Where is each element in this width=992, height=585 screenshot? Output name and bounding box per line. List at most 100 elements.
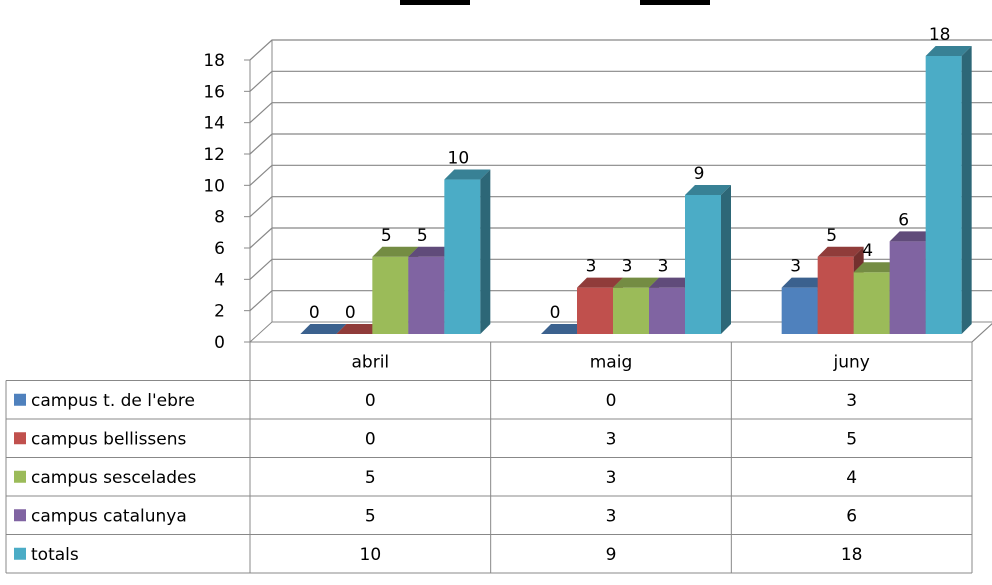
table-cell: 10 (360, 545, 382, 565)
bar-top (408, 246, 455, 257)
gridline (249, 196, 992, 218)
bars (300, 46, 972, 334)
table-cell: 5 (846, 429, 857, 449)
bar-front (408, 256, 445, 334)
bar-front (444, 179, 481, 334)
data-label: 3 (622, 257, 633, 277)
table-cell: 3 (606, 429, 617, 449)
bar-front (781, 287, 818, 334)
bar-top (853, 262, 900, 273)
data-labels: 0 0 5 5 10 0 3 3 3 9 3 5 4 6 18 (309, 25, 951, 323)
y-tick-label: 0 (214, 333, 225, 353)
bar-top (781, 277, 828, 288)
legend-key (14, 547, 26, 560)
title-fragment (400, 0, 470, 5)
bar-top (336, 324, 383, 334)
legend-key (14, 470, 26, 483)
legend-label: campus sescelades (31, 468, 197, 488)
bar-front (372, 256, 409, 334)
y-tick-label: 12 (203, 145, 225, 165)
bar-top (372, 246, 419, 257)
table-cell: 6 (846, 506, 857, 526)
gridline (249, 164, 992, 186)
data-label: 5 (826, 226, 837, 246)
data-label: 3 (790, 257, 801, 277)
bar-front (817, 256, 854, 334)
bar-front (613, 287, 649, 334)
table-cell: 0 (365, 391, 376, 411)
bar-front (685, 195, 721, 334)
gridline (249, 133, 992, 155)
legend-label: campus t. de l'ebre (31, 391, 195, 411)
legend-label: campus bellissens (31, 429, 187, 449)
bar-top (925, 46, 972, 56)
table-header: abril (352, 352, 390, 372)
bar-top (613, 277, 659, 288)
title-fragment (640, 0, 710, 5)
bar-front (889, 241, 926, 334)
data-label: 0 (345, 303, 356, 323)
table-cell: 5 (365, 468, 376, 488)
bar-top (817, 246, 864, 257)
table-cell: 9 (606, 545, 617, 565)
data-label: 3 (586, 257, 597, 277)
table-cell: 0 (365, 429, 376, 449)
bar-top (685, 185, 731, 195)
bar (444, 169, 491, 334)
data-label: 4 (862, 241, 873, 261)
data-label: 6 (898, 210, 909, 230)
chart-title-clipped (400, 0, 710, 5)
bar-front (649, 287, 685, 334)
gridlines (249, 39, 992, 312)
y-tick-label: 14 (203, 114, 225, 134)
gridline (249, 258, 992, 280)
data-label: 5 (417, 226, 428, 246)
data-label: 5 (381, 226, 392, 246)
gridline (249, 102, 992, 124)
bar-side (721, 185, 731, 334)
bar-top (577, 277, 623, 288)
bar (925, 46, 972, 334)
legend-key (14, 509, 26, 522)
table-cell: 18 (841, 545, 863, 565)
table-cell: 4 (846, 468, 857, 488)
table-cell: 3 (606, 506, 617, 526)
data-label: 3 (658, 257, 669, 277)
bar (336, 324, 383, 334)
table-cell: 5 (365, 506, 376, 526)
y-tick-label: 4 (214, 270, 225, 290)
data-table: abril maig juny campus t. de l'ebre 0 0 3 campu… (5, 323, 992, 574)
bar-top (300, 324, 347, 334)
data-label: 0 (309, 303, 320, 323)
bar-side (961, 46, 972, 334)
y-tick-label: 6 (214, 239, 225, 259)
bar-top (541, 324, 587, 334)
bar (541, 324, 587, 334)
y-tick-label: 10 (203, 176, 225, 196)
legend-key (14, 432, 26, 445)
y-tick-label: 16 (203, 82, 225, 102)
bar-front (853, 272, 890, 334)
y-tick-label: 8 (214, 208, 225, 228)
gridline (249, 39, 992, 61)
data-label: 9 (694, 164, 705, 184)
bar-front (925, 56, 962, 334)
bar (685, 185, 731, 334)
table-cell: 3 (606, 468, 617, 488)
gridline (249, 227, 992, 249)
gridline (249, 70, 992, 92)
gridline (249, 290, 992, 312)
bar-top (649, 277, 695, 288)
bar-top (889, 231, 936, 242)
legend-label: campus catalunya (31, 506, 187, 526)
table-header: maig (590, 352, 633, 372)
legend-key (14, 393, 26, 406)
data-label: 18 (929, 25, 951, 45)
y-tick-label: 18 (203, 51, 225, 71)
data-label: 0 (550, 303, 561, 323)
bar (300, 324, 347, 334)
bar-front (577, 287, 613, 334)
table-cell: 0 (606, 391, 617, 411)
bar-side (480, 169, 491, 334)
